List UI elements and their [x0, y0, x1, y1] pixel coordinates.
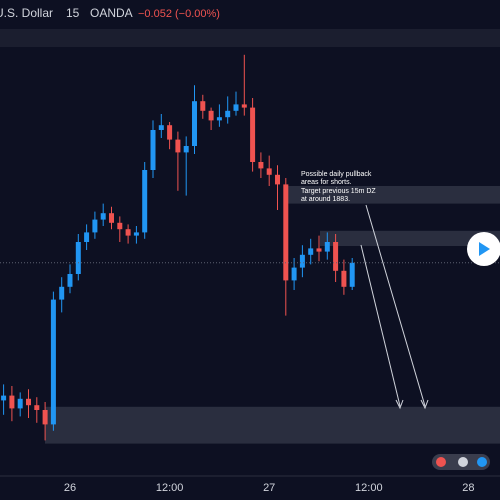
annotation: Possible daily pullback areas for shorts…	[301, 171, 376, 203]
candle-body	[9, 395, 15, 409]
candle-body	[233, 104, 239, 111]
candles	[0, 54, 500, 441]
annotation-line: Target previous 15m DZ	[301, 188, 376, 195]
candle-body	[183, 146, 189, 153]
toolbar-icons	[432, 454, 490, 470]
arrow	[360, 244, 401, 407]
arrows	[360, 204, 429, 410]
candle-body	[125, 229, 131, 236]
icon	[477, 457, 487, 467]
candle-body	[109, 213, 114, 223]
candle-body	[349, 262, 355, 287]
candle-body	[67, 274, 73, 287]
candle-body	[291, 267, 297, 281]
candle-body	[17, 398, 23, 409]
candle-body	[316, 248, 322, 252]
x-tick-label: 28	[462, 482, 474, 494]
zone	[320, 230, 500, 246]
candle-body	[175, 139, 181, 153]
play-icon	[479, 242, 490, 256]
zone	[45, 406, 500, 444]
annotation-line: areas for shorts.	[301, 179, 352, 186]
candle-body	[84, 232, 90, 242]
candle-body	[158, 125, 164, 130]
candle-body	[142, 170, 148, 233]
candle-body	[100, 213, 106, 220]
candle-body	[208, 110, 214, 121]
candle-body	[333, 242, 339, 271]
candle-body	[275, 174, 280, 185]
header-band	[0, 29, 500, 47]
candle-body	[341, 270, 347, 287]
zones	[45, 186, 500, 444]
candle-body	[192, 101, 197, 146]
candle-body	[241, 104, 247, 108]
arrow	[365, 204, 426, 407]
candle-body	[50, 299, 56, 425]
change: −0.052 (−0.00%)	[138, 8, 220, 20]
x-tick-label: 12:00	[156, 482, 184, 494]
candle-body	[1, 395, 7, 401]
arrow-head	[395, 399, 404, 410]
candle-body	[26, 398, 31, 406]
candle-body	[299, 254, 305, 268]
candle-body	[216, 117, 222, 121]
candle-body	[266, 168, 272, 175]
candle-body	[258, 162, 264, 169]
candle-body	[308, 248, 314, 255]
candle-body	[167, 125, 173, 140]
candle-body	[59, 286, 65, 300]
candle-body	[150, 130, 156, 170]
icon	[458, 457, 468, 467]
x-tick-label: 27	[263, 482, 275, 494]
annotation-line: at around 1883.	[301, 196, 350, 203]
candle-body	[250, 107, 256, 162]
candle-body	[92, 219, 98, 233]
candle-body	[117, 222, 123, 230]
x-tick-label: 12:00	[355, 482, 383, 494]
candle-body	[200, 101, 206, 111]
zone	[285, 186, 500, 204]
annotation-line: Possible daily pullback	[301, 171, 372, 178]
candle-body	[324, 242, 330, 252]
x-tick-label: 26	[64, 482, 76, 494]
source: OANDA	[90, 6, 133, 20]
interval: 15	[66, 6, 80, 20]
arrow-head	[420, 399, 429, 410]
candle-body	[133, 232, 139, 236]
symbol: U.S. Dollar	[0, 6, 53, 20]
candle-body	[75, 242, 81, 274]
candle-body	[225, 110, 231, 118]
candle-body	[42, 410, 48, 425]
icon	[436, 457, 446, 467]
candle-body	[283, 184, 289, 281]
candle-body	[34, 405, 40, 410]
x-axis: 26 12:00 27 12:00 28	[64, 482, 475, 494]
